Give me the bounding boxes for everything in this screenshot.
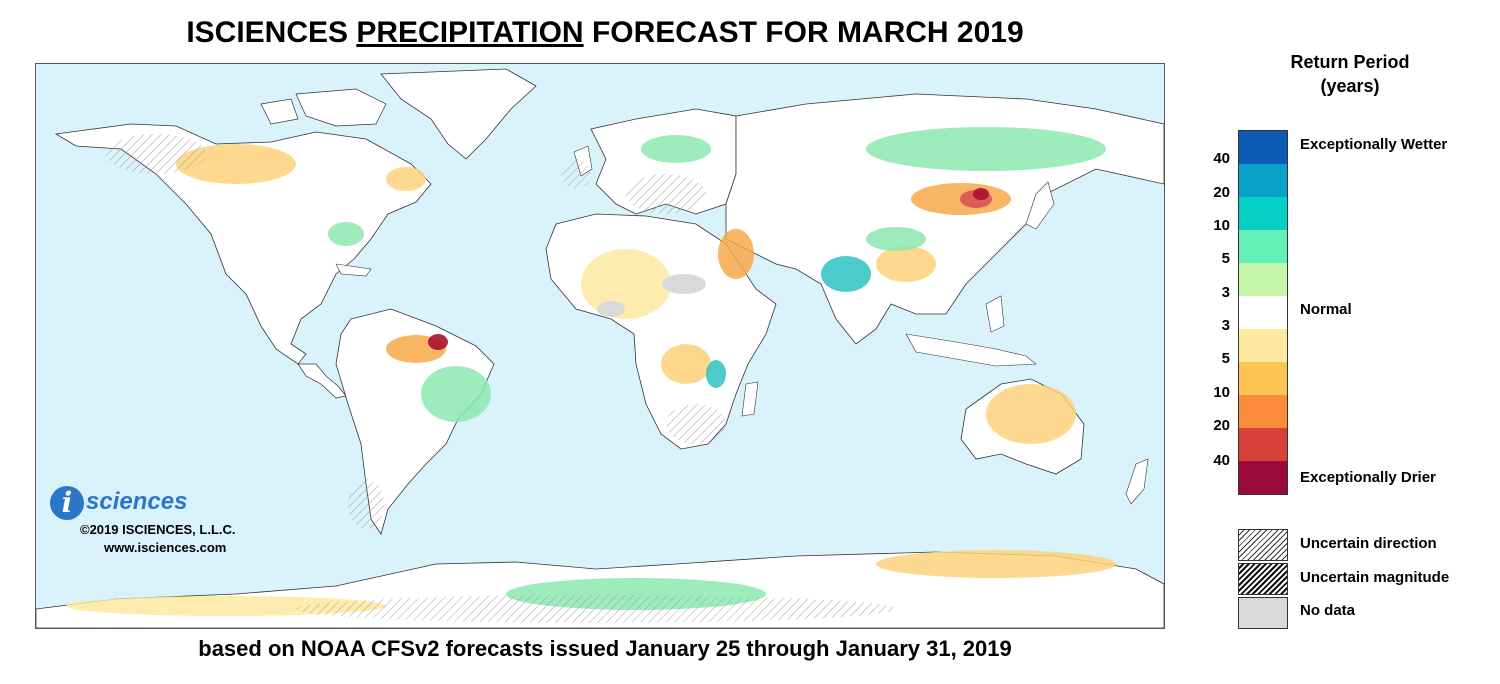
legend-swatch: [1239, 164, 1287, 197]
legend-swatch: [1239, 329, 1287, 362]
legend-tick: 5: [1221, 250, 1230, 267]
world-map: [35, 63, 1165, 629]
legend-swatch: [1239, 461, 1287, 494]
legend-drier-label: Exceptionally Drier: [1300, 469, 1436, 486]
greenland: [380, 68, 537, 160]
japan: [1025, 181, 1055, 230]
legend-title: Return Period (years): [1290, 52, 1410, 96]
logo-mark: i: [50, 486, 84, 520]
copyright-text: ©2019 ISCIENCES, L.L.C.: [80, 522, 236, 537]
legend-swatch: [1239, 131, 1287, 164]
legend-tick: 40: [1213, 150, 1230, 167]
madagascar: [741, 381, 759, 417]
legend-swatch: [1239, 296, 1287, 329]
arctic-islands: [295, 88, 387, 127]
uncertain-direction-label: Uncertain direction: [1300, 535, 1437, 552]
uncertain-direction-swatch: [1238, 529, 1288, 561]
no-data-label: No data: [1300, 602, 1356, 619]
uncertainty-hatching: [106, 134, 896, 623]
legend-wetter-label: Exceptionally Wetter: [1300, 136, 1448, 153]
indonesia: [905, 333, 1037, 367]
logo-text: sciences: [86, 488, 188, 515]
uncertain-magnitude-label: Uncertain magnitude: [1300, 569, 1450, 586]
legend-swatch: [1239, 197, 1287, 230]
anomaly-dry-areas: [66, 144, 1116, 616]
legend-tick: 3: [1221, 284, 1230, 301]
legend-swatch: [1239, 395, 1287, 428]
legend-swatch: [1239, 362, 1287, 395]
uncertain-magnitude-swatch: [1238, 563, 1288, 595]
legend-normal-label: Normal: [1300, 301, 1352, 318]
map-subtitle: based on NOAA CFSv2 forecasts issued Jan…: [198, 636, 1012, 661]
legend-tick: 10: [1213, 384, 1230, 401]
new-zealand: [1125, 458, 1149, 505]
no-data-areas: [597, 274, 706, 317]
legend-tick: 3: [1221, 317, 1230, 334]
legend-swatch: [1239, 428, 1287, 461]
legend-tick: 10: [1213, 217, 1230, 234]
legend-swatch: [1239, 263, 1287, 296]
anomaly-extreme: [428, 188, 989, 350]
legend-tick: 20: [1213, 184, 1230, 201]
south-america: [335, 308, 495, 535]
legend-tick: 40: [1213, 452, 1230, 469]
title-keyword: PRECIPITATION: [356, 16, 584, 49]
legend-colorbar: [1238, 130, 1288, 495]
website-text: www.isciences.com: [104, 540, 227, 555]
legend-tick: 5: [1221, 350, 1230, 367]
no-data-swatch: [1238, 597, 1288, 629]
legend-swatch: [1239, 230, 1287, 263]
map-title: ISCIENCES PRECIPITATION FORECAST FOR MAR…: [186, 16, 1024, 49]
north-america: [54, 123, 432, 365]
legend-tick: 20: [1213, 417, 1230, 434]
